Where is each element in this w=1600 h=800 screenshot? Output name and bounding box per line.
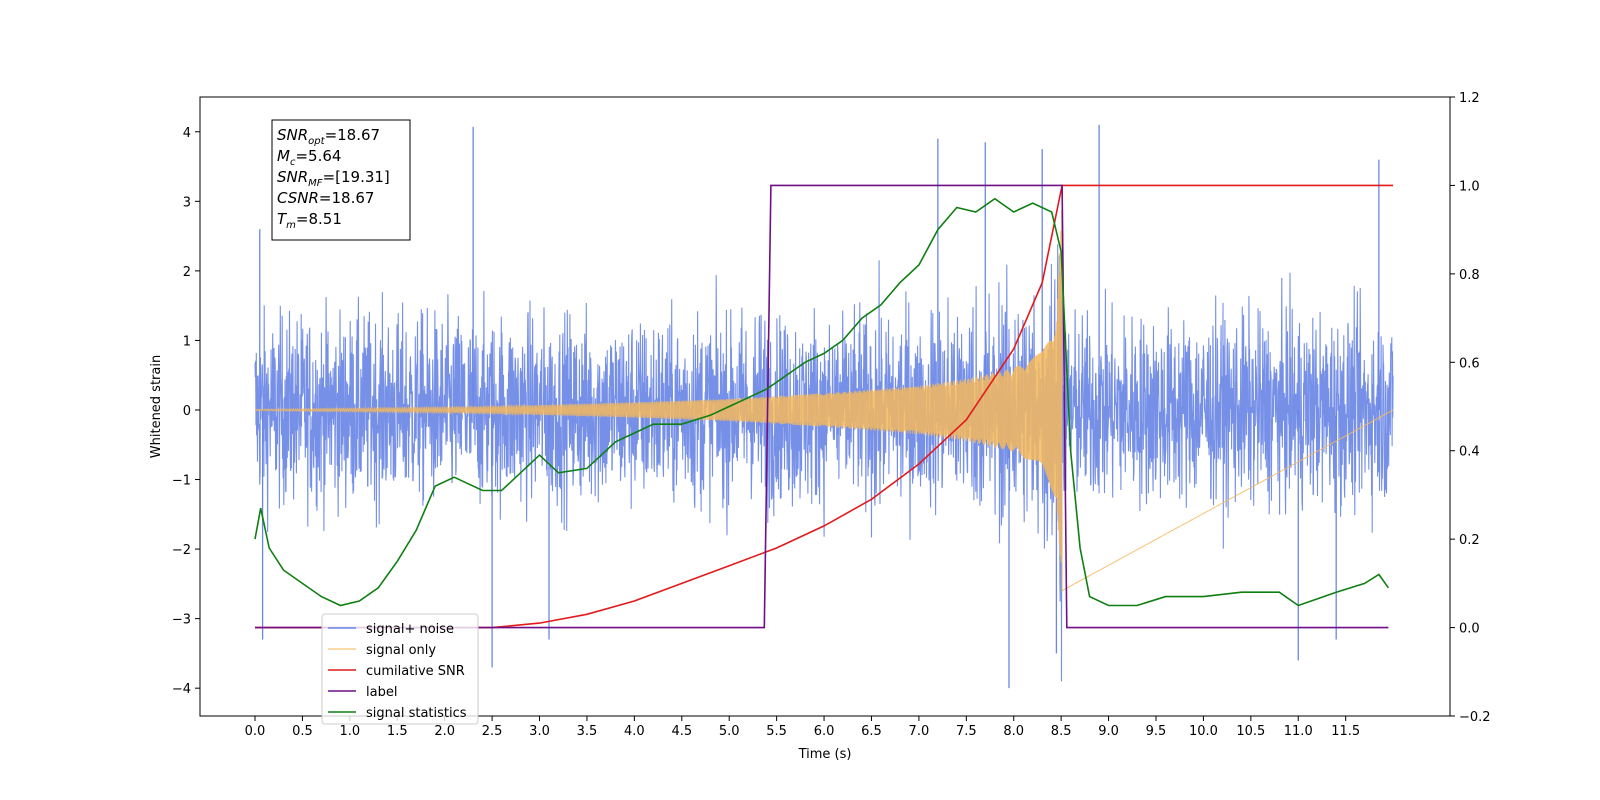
x-tick-label-18: 9.0 bbox=[1098, 724, 1119, 739]
annotation-subscript: MF bbox=[308, 178, 323, 189]
annotation-value: =8.51 bbox=[296, 210, 342, 228]
annotation-value: =[19.31] bbox=[323, 168, 390, 186]
y-tick-label-7: 3 bbox=[183, 195, 191, 210]
x-tick-label-9: 4.5 bbox=[671, 724, 692, 739]
y-tick-label-4: 0 bbox=[183, 404, 191, 419]
x-tick-label-19: 9.5 bbox=[1146, 724, 1167, 739]
y2-tick-label-1: 0.0 bbox=[1459, 622, 1480, 637]
series-signal-only bbox=[254, 210, 1394, 592]
y2-tick-label-4: 0.6 bbox=[1459, 356, 1480, 371]
y-tick-label-6: 2 bbox=[183, 265, 191, 280]
x-tick-label-12: 6.0 bbox=[814, 724, 835, 739]
annotation-symbol: SNR bbox=[277, 126, 308, 144]
x-tick-label-15: 7.5 bbox=[956, 724, 977, 739]
x-tick-label-23: 11.5 bbox=[1331, 724, 1360, 739]
annotation-value: =5.64 bbox=[295, 147, 341, 165]
annotation-line-2: SNRMF=[19.31] bbox=[277, 168, 390, 189]
x-tick-label-2: 1.0 bbox=[340, 724, 361, 739]
x-tick-label-0: 0.0 bbox=[245, 724, 266, 739]
x-tick-label-6: 3.0 bbox=[529, 724, 550, 739]
y-tick-label-0: −4 bbox=[172, 682, 191, 697]
annotation-value: =18.67 bbox=[325, 126, 381, 144]
axes-frame bbox=[199, 96, 1451, 717]
legend-label-1: signal only bbox=[366, 643, 436, 658]
legend-label-3: label bbox=[366, 685, 397, 700]
x-tick-label-13: 6.5 bbox=[861, 724, 882, 739]
annotation-line-3: CSNR=18.67 bbox=[277, 189, 374, 207]
y2-tick-label-0: −0.2 bbox=[1459, 710, 1491, 725]
y2-tick-label-6: 1.0 bbox=[1459, 179, 1480, 194]
plot-content bbox=[254, 124, 1394, 689]
x-tick-label-3: 1.5 bbox=[387, 724, 408, 739]
y2-tick-label-5: 0.8 bbox=[1459, 268, 1480, 283]
legend: signal+ noise signal only cumilative SNR la… bbox=[321, 613, 479, 725]
annotation-subscript: c bbox=[290, 157, 296, 168]
series-signal-noise bbox=[254, 219, 1394, 682]
x-tick-label-4: 2.0 bbox=[434, 724, 455, 739]
axes: 0.0 0.5 1.0 1.5 2.0 2.5 3.0 3.5 4.0 4.5 5.0 5.5 6.0 6… bbox=[149, 91, 1491, 762]
x-tick-label-11: 5.5 bbox=[766, 724, 787, 739]
legend-frame bbox=[321, 613, 479, 725]
series-cumilative-snr bbox=[255, 184, 1394, 629]
annotation-frame bbox=[271, 119, 411, 241]
x-tick-label-16: 8.0 bbox=[1003, 724, 1024, 739]
annotation-symbol: SNR bbox=[277, 168, 308, 186]
legend-label-0: signal+ noise bbox=[366, 622, 454, 637]
series-signal-statistics bbox=[254, 197, 1390, 607]
x-tick-label-14: 7.0 bbox=[909, 724, 930, 739]
legend-label-4: signal statistics bbox=[366, 706, 467, 721]
x-tick-label-5: 2.5 bbox=[482, 724, 503, 739]
annotation-value: =18.67 bbox=[319, 189, 375, 207]
y-tick-label-2: −2 bbox=[172, 543, 191, 558]
x-tick-label-10: 5.0 bbox=[719, 724, 740, 739]
annotation-line-4: Tm=8.51 bbox=[277, 210, 342, 231]
x-tick-label-7: 3.5 bbox=[577, 724, 598, 739]
annotation-line-0: SNRopt=18.67 bbox=[277, 126, 380, 147]
annotation-symbol: CSNR bbox=[277, 189, 319, 207]
x-tick-label-8: 4.0 bbox=[624, 724, 645, 739]
x-tick-label-17: 8.5 bbox=[1051, 724, 1072, 739]
annotation-line-1: Mc=5.64 bbox=[277, 147, 341, 168]
y-tick-label-8: 4 bbox=[183, 126, 191, 141]
y2-tick-label-2: 0.2 bbox=[1459, 533, 1480, 548]
x-tick-label-20: 10.0 bbox=[1189, 724, 1218, 739]
x-tick-label-1: 0.5 bbox=[292, 724, 313, 739]
annotation-subscript: opt bbox=[308, 136, 325, 147]
y-axis-label: Whitened strain bbox=[149, 355, 164, 458]
legend-label-2: cumilative SNR bbox=[366, 664, 465, 679]
y2-tick-label-3: 0.4 bbox=[1459, 445, 1480, 460]
series-label bbox=[255, 184, 1389, 629]
x-axis-label: Time (s) bbox=[798, 747, 852, 762]
y-tick-label-1: −3 bbox=[172, 613, 191, 628]
y-tick-label-3: −1 bbox=[172, 474, 191, 489]
annotation-symbol: T bbox=[277, 210, 288, 228]
y-tick-label-5: 1 bbox=[183, 334, 191, 349]
y2-tick-label-7: 1.2 bbox=[1459, 91, 1480, 106]
x-tick-label-21: 10.5 bbox=[1236, 724, 1265, 739]
x-tick-label-22: 11.0 bbox=[1284, 724, 1313, 739]
annotation-box: SNRopt=18.67Mc=5.64SNRMF=[19.31]CSNR=18.… bbox=[271, 119, 411, 241]
annotation-symbol: M bbox=[277, 147, 290, 165]
annotation-subscript: m bbox=[286, 220, 296, 231]
